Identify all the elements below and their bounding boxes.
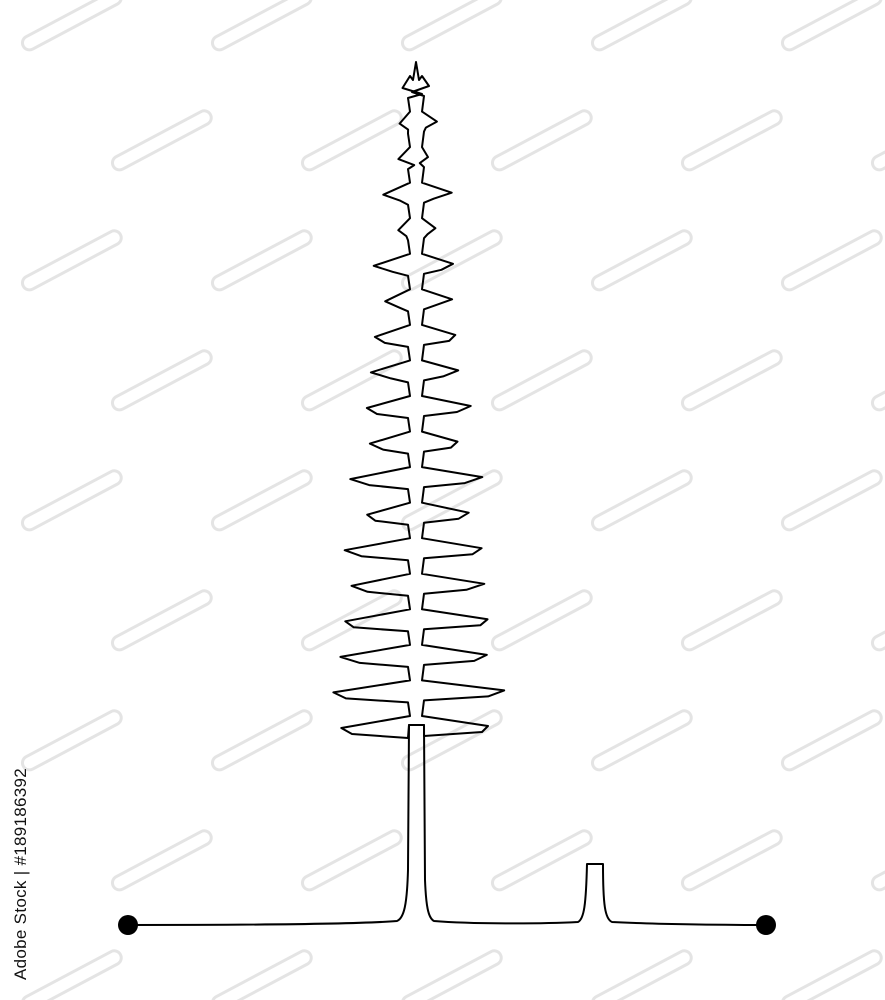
watermark-mark (20, 0, 123, 52)
watermark-mark (110, 109, 213, 172)
watermark-mark (400, 469, 503, 532)
watermark-mark (300, 109, 403, 172)
watermark-mark (680, 349, 783, 412)
watermark-mark (400, 949, 503, 1000)
watermark-mark (780, 949, 883, 1000)
watermark-mark (210, 0, 313, 52)
tree-crown (332, 61, 506, 739)
watermark-mark (210, 469, 313, 532)
watermark-mark (590, 229, 693, 292)
line-art (127, 61, 767, 926)
watermark-mark (780, 469, 883, 532)
watermark-mark (590, 709, 693, 772)
watermark-mark (870, 589, 885, 652)
watermark-mark (590, 469, 693, 532)
watermark-mark (780, 229, 883, 292)
ground-line-right (423, 724, 767, 926)
ground-line (127, 724, 410, 926)
watermark-mark (110, 589, 213, 652)
watermark-mark (110, 829, 213, 892)
watermark-mark (20, 709, 123, 772)
watermark-mark (490, 829, 593, 892)
watermark-mark (210, 709, 313, 772)
watermark-mark (590, 0, 693, 52)
watermark-mark (400, 229, 503, 292)
watermark-mark (110, 349, 213, 412)
ground-dot-right (756, 915, 776, 935)
watermark-mark (680, 829, 783, 892)
watermark-mark (490, 349, 593, 412)
watermark-mark (20, 229, 123, 292)
stock-id-label: Adobe Stock | #189186392 (11, 767, 30, 980)
watermark-mark (490, 109, 593, 172)
watermark-mark (300, 349, 403, 412)
watermark-mark (210, 949, 313, 1000)
watermark-mark (400, 709, 503, 772)
watermark-mark (20, 469, 123, 532)
watermark-mark (780, 0, 883, 52)
watermark-mark (870, 109, 885, 172)
watermark-mark (870, 829, 885, 892)
watermark-mark (20, 949, 123, 1000)
watermark-mark (680, 109, 783, 172)
watermark-mark (590, 949, 693, 1000)
watermark-mark (780, 709, 883, 772)
watermark-mark (490, 589, 593, 652)
watermark-mark (870, 349, 885, 412)
watermark-mark (210, 229, 313, 292)
watermark-mark (400, 0, 503, 52)
watermark-pattern (20, 0, 885, 1000)
ground-dot-left (118, 915, 138, 935)
watermark-mark (680, 589, 783, 652)
watermark-mark (300, 829, 403, 892)
